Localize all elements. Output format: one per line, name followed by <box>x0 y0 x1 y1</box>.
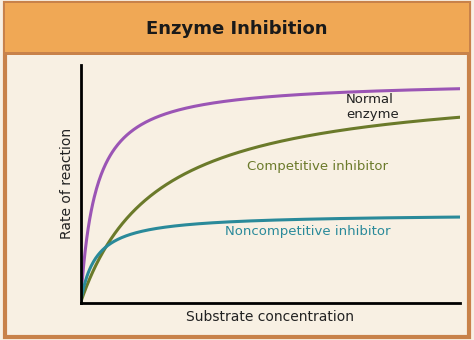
Text: Noncompetitive inhibitor: Noncompetitive inhibitor <box>225 225 390 238</box>
Text: Competitive inhibitor: Competitive inhibitor <box>247 160 388 173</box>
Text: Normal
enzyme: Normal enzyme <box>346 94 399 121</box>
Text: Enzyme Inhibition: Enzyme Inhibition <box>146 20 328 38</box>
Y-axis label: Rate of reaction: Rate of reaction <box>60 128 73 239</box>
X-axis label: Substrate concentration: Substrate concentration <box>186 309 354 324</box>
